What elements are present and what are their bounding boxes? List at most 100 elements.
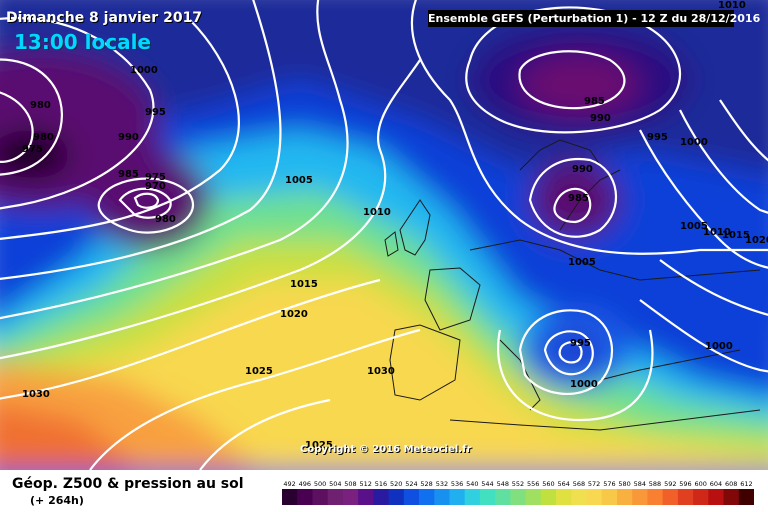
legend-tick-label: 612 [740, 480, 752, 488]
legend-color-swatch [464, 489, 481, 505]
isobar-label: 1005 [680, 221, 708, 232]
map-local-time: 13:00 locale [14, 30, 151, 54]
isobar-label: 975 [145, 172, 166, 183]
legend-color-swatch [586, 489, 603, 505]
legend-tick-label: 532 [436, 480, 448, 488]
legend-tick-label: 548 [497, 480, 509, 488]
isobar-label: 1000 [130, 65, 158, 76]
legend-color-swatch [601, 489, 618, 505]
legend-color-swatch [495, 489, 511, 505]
isobar-label: 990 [118, 132, 139, 143]
copyright-notice: Copyright © 2016 Meteociel.fr [300, 444, 472, 455]
isobars [0, 0, 768, 470]
legend-color-swatch [677, 489, 694, 505]
legend-tick-label: 540 [466, 480, 478, 488]
legend-tick-label: 520 [390, 480, 402, 488]
legend-tick-label: 560 [542, 480, 554, 488]
isobar-label: 1005 [285, 175, 313, 186]
legend-tick-label: 608 [725, 480, 737, 488]
legend-tick-label: 516 [375, 480, 387, 488]
isobar-label: 990 [590, 113, 611, 124]
legend-color-swatch [312, 489, 329, 505]
isobar-label: 1005 [568, 257, 596, 268]
legend-color-swatch [419, 489, 435, 505]
isobar-label: 970 [145, 181, 166, 192]
map-date-title: Dimanche 8 janvier 2017 [6, 10, 203, 26]
isobar-label: 995 [145, 107, 166, 118]
model-run-info: Ensemble GEFS (Perturbation 1) - 12 Z du… [428, 10, 761, 27]
isobar-label: 985 [584, 96, 605, 107]
isobar-label: 995 [570, 338, 591, 349]
legend-color-swatch [403, 489, 420, 505]
isobar-label: 1020 [280, 309, 308, 320]
legend-tick-label: 504 [329, 480, 341, 488]
legend-tick-label: 552 [512, 480, 524, 488]
legend-color-swatch [738, 489, 754, 505]
legend-color-swatch [479, 489, 496, 505]
weather-map: 1010 1000 980 975 980 995 990 985 975 97… [0, 0, 768, 470]
legend-color-swatch [388, 489, 405, 505]
isobar-label: 975 [22, 144, 43, 155]
legend-color-swatch [358, 489, 374, 505]
legend-tick-label: 584 [634, 480, 646, 488]
legend-tick-label: 596 [679, 480, 691, 488]
legend-color-swatch [327, 489, 344, 505]
legend-tick-label: 600 [694, 480, 706, 488]
legend-tick-label: 500 [314, 480, 326, 488]
legend-tick-label: 524 [405, 480, 417, 488]
legend-color-swatch [708, 489, 724, 505]
legend-tick-label: 556 [527, 480, 539, 488]
legend-color-swatch [693, 489, 709, 505]
legend-color-swatch [525, 489, 542, 505]
legend-tick-label: 492 [283, 480, 295, 488]
isobar-label: 1015 [722, 230, 750, 241]
isobar-label: 1010 [718, 0, 746, 11]
legend-color-swatch [540, 489, 557, 505]
legend-color-swatch [632, 489, 648, 505]
isobar-label: 1000 [570, 379, 598, 390]
legend-color-swatch [647, 489, 663, 505]
legend-tick-label: 508 [344, 480, 356, 488]
isobar-label: 985 [118, 169, 139, 180]
isobar-label: 1025 [305, 440, 333, 451]
legend-tick-label: 592 [664, 480, 676, 488]
isobar-label: 1025 [245, 366, 273, 377]
isobar-label: 1020 [745, 235, 768, 246]
isobar-label: 980 [33, 132, 54, 143]
legend-color-swatch [282, 489, 298, 505]
legend-tick-label: 588 [649, 480, 661, 488]
isobar-labels: 1010 1000 980 975 980 995 990 985 975 97… [22, 0, 768, 451]
legend-tick-label: 512 [359, 480, 371, 488]
legend-color-swatch [571, 489, 587, 505]
legend-tick-label: 576 [603, 480, 615, 488]
legend-color-swatch [434, 489, 450, 505]
isobar-label: 1000 [705, 341, 733, 352]
isobar-label: 1010 [703, 227, 731, 238]
forecast-horizon: (+ 264h) [30, 494, 84, 507]
isobar-label: 1015 [290, 279, 318, 290]
legend-color-swatch [662, 489, 679, 505]
isobar-label: 1030 [22, 389, 50, 400]
isobar-label: 985 [568, 193, 589, 204]
legend-color-swatch [723, 489, 740, 505]
legend-tick-label: 496 [299, 480, 311, 488]
isobar-label: 990 [572, 164, 593, 175]
legend-tick-label: 572 [588, 480, 600, 488]
legend-color-swatch [556, 489, 572, 505]
isobar-label: 1030 [367, 366, 395, 377]
legend-tick-label: 580 [618, 480, 630, 488]
legend-color-swatch [510, 489, 526, 505]
isobar-label: 1000 [680, 137, 708, 148]
legend-color-swatch [342, 489, 359, 505]
color-scale-legend: 492 496 500 504 508 512 516 520 524 528 532 536 540 5… [282, 480, 754, 505]
product-title: Géop. Z500 & pression au sol [12, 476, 244, 492]
legend-tick-label: 544 [481, 480, 493, 488]
legend-color-swatch [297, 489, 313, 505]
legend-tick-label: 604 [710, 480, 722, 488]
legend-tick-label: 528 [420, 480, 432, 488]
legend-color-swatch [449, 489, 466, 505]
legend-tick-label: 568 [573, 480, 585, 488]
isobar-label: 980 [155, 214, 176, 225]
legend-color-swatch [373, 489, 389, 505]
geopotential-field [0, 0, 768, 470]
